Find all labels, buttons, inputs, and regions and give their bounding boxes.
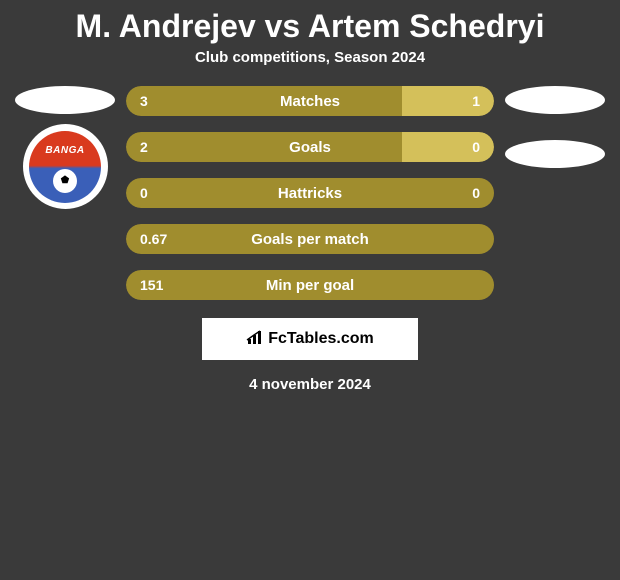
stat-left-value: 2: [140, 139, 148, 155]
stat-label: Goals: [289, 139, 331, 156]
stat-right-value: 0: [472, 139, 480, 155]
source-brand-box: FcTables.com: [202, 318, 418, 360]
bar-left-segment: [126, 86, 402, 116]
stat-row: 151 Min per goal: [126, 270, 494, 300]
bar-right-segment: [402, 86, 494, 116]
player-avatar-placeholder: [505, 86, 605, 114]
stat-label: Min per goal: [266, 277, 354, 294]
stat-row: 0 0 Hattricks: [126, 178, 494, 208]
right-player-column: [500, 86, 610, 168]
stats-bars: 3 1 Matches 2 0 Goals 0 0 Hattricks 0.67 Goals per…: [120, 86, 500, 300]
stat-right-value: 1: [472, 93, 480, 109]
club-badge-left: BANGA: [23, 124, 108, 209]
date-label: 4 november 2024: [0, 376, 620, 393]
bar-left-segment: [126, 132, 402, 162]
stat-row: 0.67 Goals per match: [126, 224, 494, 254]
page-title: M. Andrejev vs Artem Schedryi: [0, 0, 620, 49]
brand-text: FcTables.com: [268, 330, 374, 348]
banga-badge: BANGA: [29, 131, 101, 203]
bar-right-segment: [402, 132, 494, 162]
stat-right-value: 0: [472, 185, 480, 201]
stat-row: 2 0 Goals: [126, 132, 494, 162]
stat-label: Matches: [280, 93, 340, 110]
stat-left-value: 0: [140, 185, 148, 201]
stat-left-value: 3: [140, 93, 148, 109]
left-player-column: BANGA: [10, 86, 120, 209]
ball-icon: [53, 169, 77, 193]
player-avatar-placeholder: [15, 86, 115, 114]
badge-text: BANGA: [45, 145, 84, 156]
club-badge-right-placeholder: [505, 140, 605, 168]
comparison-area: BANGA 3 1 Matches 2 0 Goals 0 0 Hattricks 0.67 Goa…: [0, 86, 620, 300]
chart-icon: [246, 329, 266, 350]
stat-left-value: 151: [140, 277, 163, 293]
stat-left-value: 0.67: [140, 231, 167, 247]
subtitle: Club competitions, Season 2024: [0, 49, 620, 86]
stat-label: Goals per match: [251, 231, 369, 248]
stat-row: 3 1 Matches: [126, 86, 494, 116]
stat-label: Hattricks: [278, 185, 342, 202]
